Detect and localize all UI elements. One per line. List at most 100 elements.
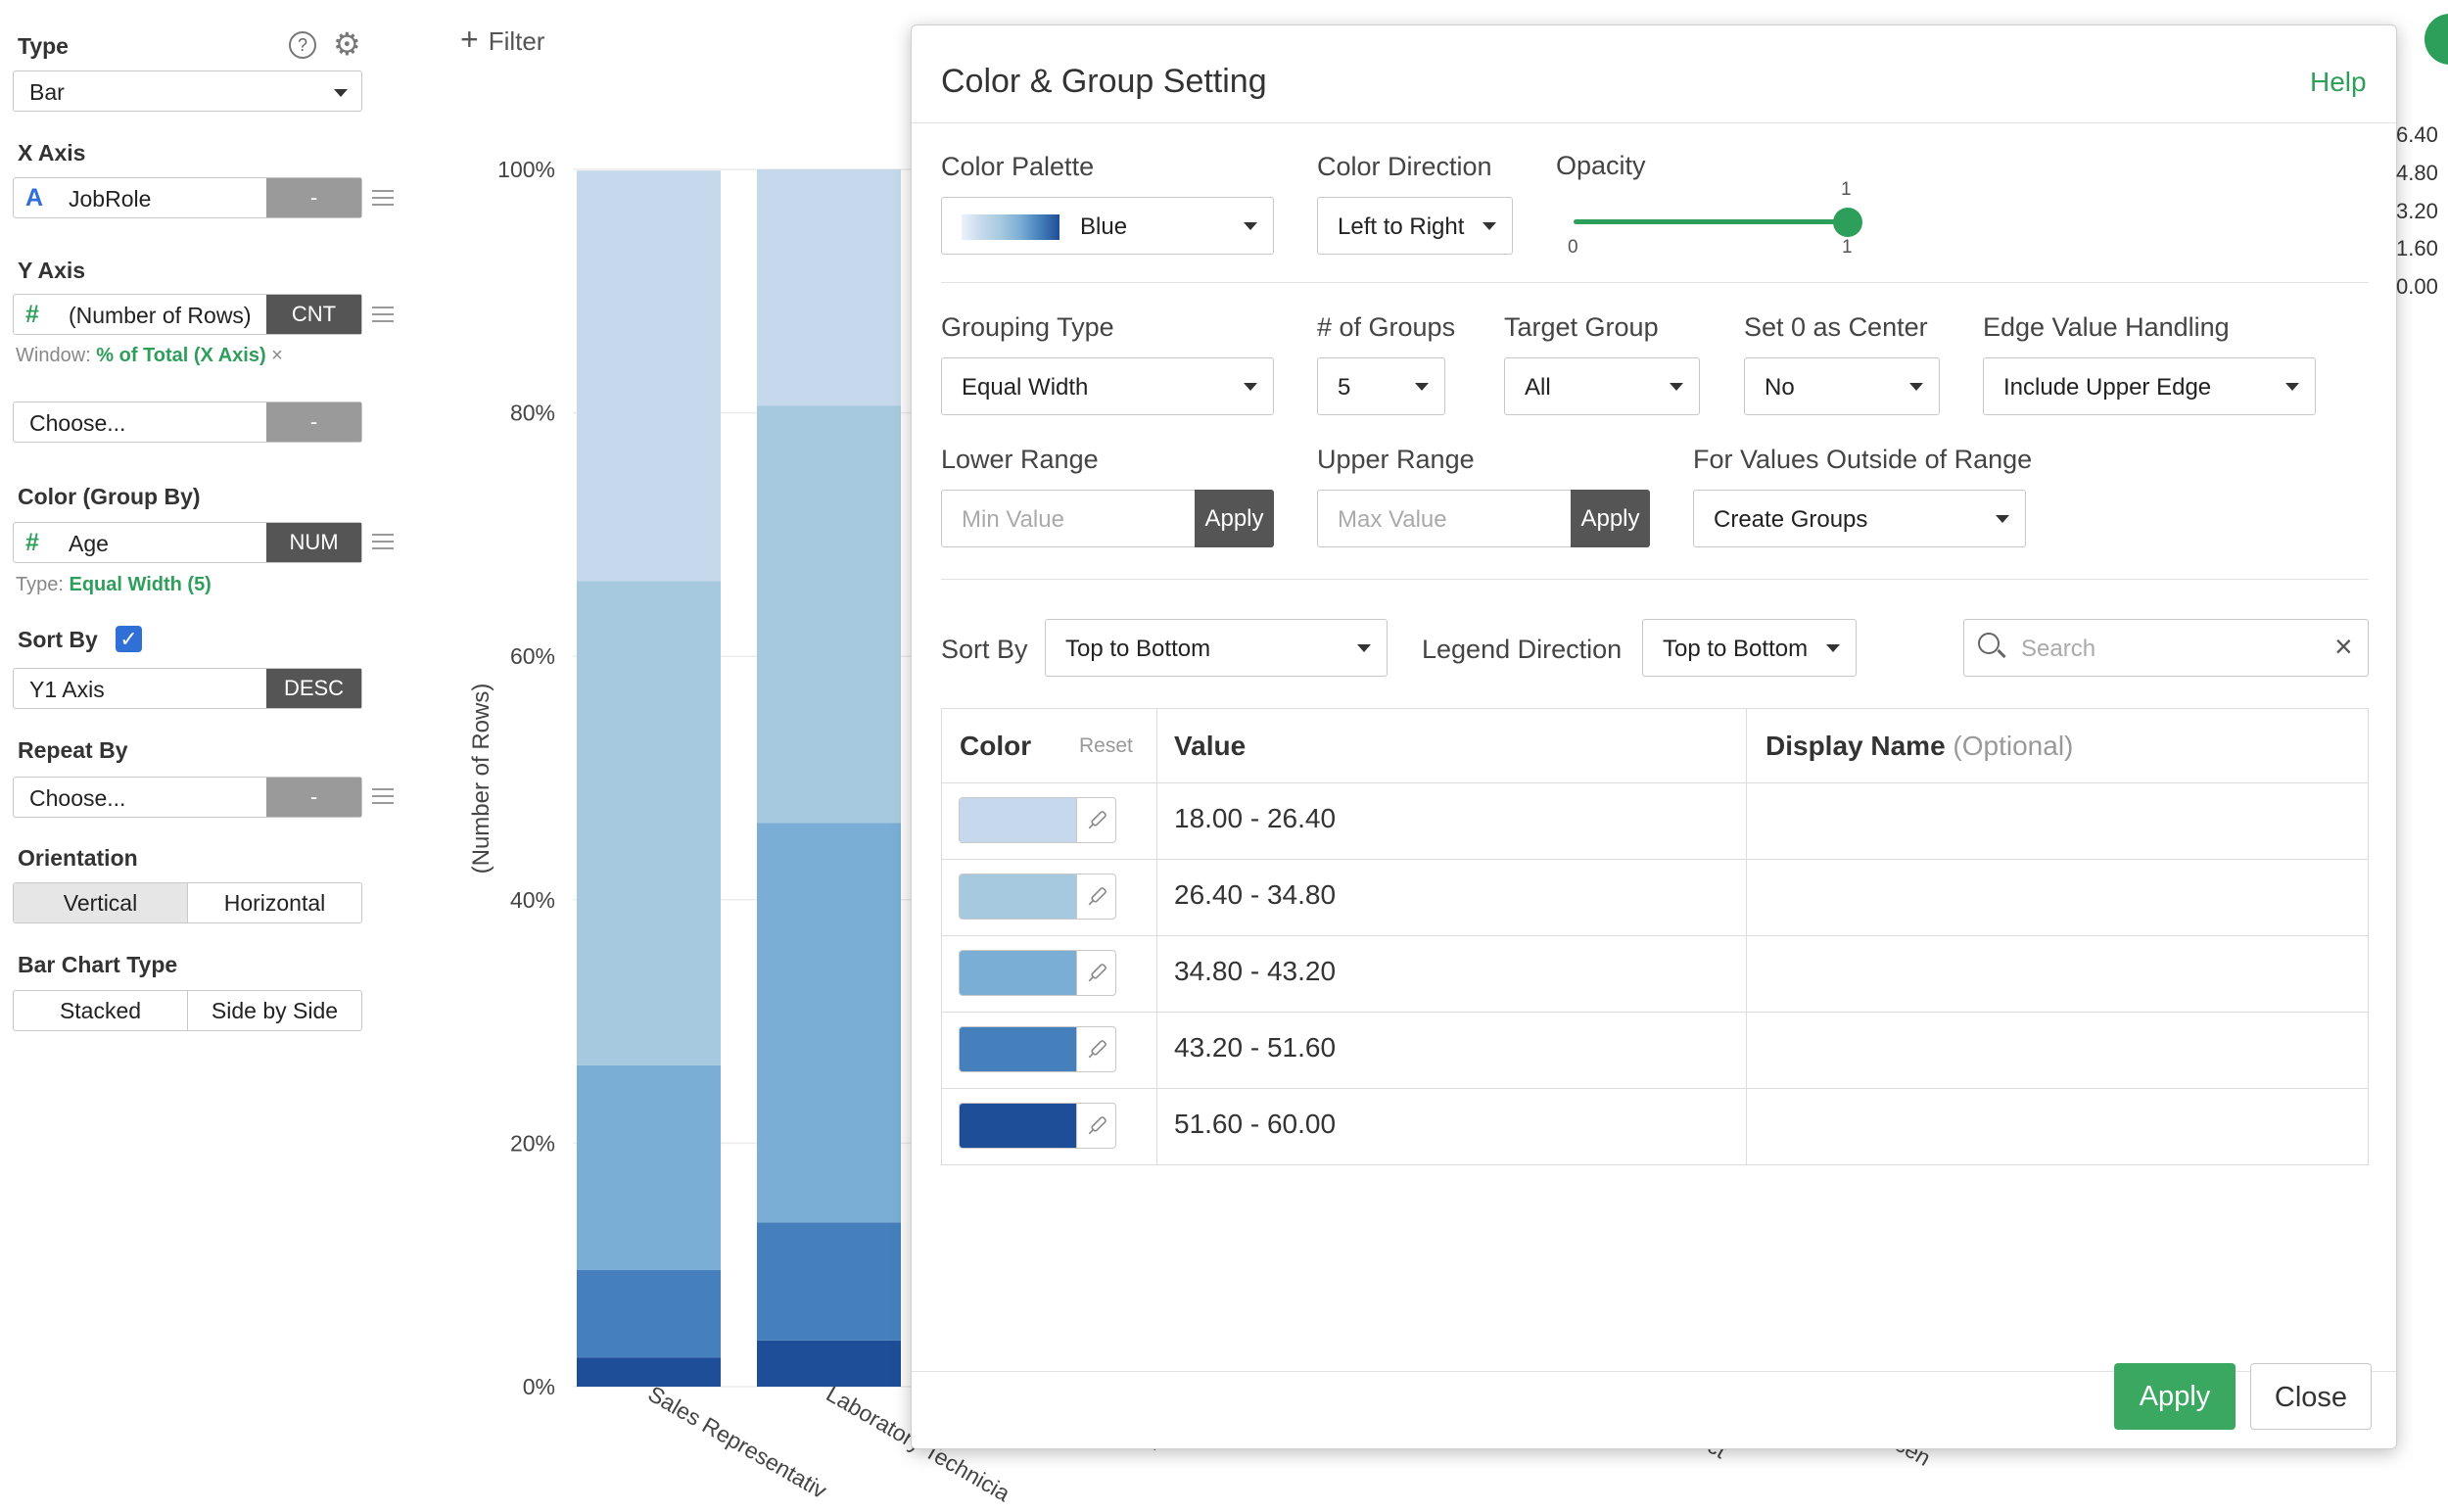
color-field[interactable]: # Age NUM (13, 522, 362, 563)
number-type-icon: # (25, 301, 39, 328)
group-range-value: 26.40 - 34.80 (1174, 879, 1337, 910)
opacity-slider-track[interactable] (1574, 219, 1846, 224)
right-axis-tick-label: 1.60 (2396, 236, 2438, 260)
bar-segment[interactable] (577, 170, 721, 582)
palette-gradient-preview (962, 214, 1059, 240)
bar-segment[interactable] (757, 1340, 901, 1387)
lower-range-input[interactable]: Min Value Apply (941, 490, 1274, 547)
color-grouping-type[interactable]: Type: Equal Width (5) (16, 574, 212, 595)
filter-button[interactable]: + Filter (460, 22, 545, 57)
y-axis-menu-icon[interactable] (372, 307, 394, 322)
bar-segment[interactable] (577, 581, 721, 1065)
outside-range-select[interactable]: Create Groups (1693, 490, 2026, 547)
x-axis-field[interactable]: A JobRole - (13, 177, 362, 218)
chevron-down-icon (1483, 222, 1496, 230)
right-axis-tick-label: 0.00 (2396, 274, 2438, 299)
chart-type-select[interactable]: Bar (13, 71, 362, 112)
right-axis-tick-label: 3.20 (2396, 199, 2438, 223)
close-icon[interactable]: × (271, 345, 283, 366)
num-groups-select[interactable]: 5 (1317, 357, 1445, 415)
opacity-slider-handle[interactable] (1833, 208, 1862, 237)
orientation-toggle: Vertical Horizontal (13, 882, 362, 923)
color-direction-select[interactable]: Left to Right (1317, 197, 1513, 255)
color-type-tag[interactable]: NUM (266, 523, 361, 562)
lower-range-apply-button[interactable]: Apply (1195, 490, 1274, 547)
orientation-vertical[interactable]: Vertical (14, 883, 187, 922)
x-axis-menu-icon[interactable] (372, 190, 394, 206)
sort-by-checkbox[interactable]: ✓ (116, 626, 142, 652)
bar-segment[interactable] (757, 823, 901, 1223)
chevron-down-icon (1244, 222, 1257, 230)
target-group-select[interactable]: All (1504, 357, 1700, 415)
sort-by-field[interactable]: Y1 Axis DESC (13, 668, 362, 709)
close-button[interactable]: Close (2250, 1363, 2372, 1430)
color-swatch[interactable] (959, 874, 1116, 920)
text-type-icon: A (25, 184, 44, 212)
color-palette-select[interactable]: Blue (941, 197, 1274, 255)
bar-type-stacked[interactable]: Stacked (59, 998, 142, 1023)
upper-range-apply-button[interactable]: Apply (1571, 490, 1650, 547)
bar-segment[interactable] (577, 1357, 721, 1387)
group-color-table: Color Reset Value Display Name (Optional… (941, 708, 2369, 1165)
table-row: 26.40 - 34.80 (942, 859, 2368, 935)
sort-by-select[interactable]: Top to Bottom (1045, 619, 1388, 677)
opacity-label: Opacity (1556, 151, 1646, 180)
bar-chart-type-label: Bar Chart Type (18, 952, 178, 977)
bar-segment[interactable] (757, 1222, 901, 1341)
orientation-horizontal[interactable]: Horizontal (187, 883, 361, 922)
right-axis-tick-label: 4.80 (2396, 161, 2438, 185)
color-swatch[interactable] (959, 950, 1116, 996)
legend-direction-select[interactable]: Top to Bottom (1642, 619, 1857, 677)
color-swatch[interactable] (959, 797, 1116, 843)
sort-by-label: Sort By (18, 627, 98, 652)
repeat-by-menu-icon[interactable] (372, 788, 394, 804)
eyedropper-icon[interactable] (1076, 1104, 1115, 1148)
bar-type-side-by-side[interactable]: Side by Side (187, 991, 361, 1030)
clear-search-icon[interactable]: × (2334, 629, 2353, 664)
table-row: 34.80 - 43.20 (942, 935, 2368, 1012)
header-divider (912, 122, 2396, 123)
search-icon (1978, 633, 2000, 654)
right-axis-tick-label: 6.40 (2396, 122, 2438, 147)
help-link[interactable]: Help (2310, 67, 2367, 97)
edge-handling-label: Edge Value Handling (1983, 312, 2230, 342)
y-tick-label: 40% (510, 887, 555, 913)
window-calculation[interactable]: Window: % of Total (X Axis) × (16, 345, 283, 366)
search-input[interactable]: Search × (1963, 619, 2369, 677)
x-axis-tag[interactable]: - (266, 178, 361, 217)
bar-segment[interactable] (757, 169, 901, 406)
value-column-header: Value (1174, 731, 1247, 761)
color-group-setting-dialog: Color & Group Setting Help Color Palette… (911, 24, 2397, 1449)
grouping-type-select[interactable]: Equal Width (941, 357, 1274, 415)
dialog-title: Color & Group Setting (941, 63, 1267, 100)
group-range-value: 18.00 - 26.40 (1174, 803, 1337, 833)
type-label: Type (18, 33, 69, 59)
apply-button[interactable]: Apply (2114, 1363, 2236, 1430)
edge-handling-select[interactable]: Include Upper Edge (1983, 357, 2316, 415)
sort-order-tag[interactable]: DESC (266, 669, 361, 708)
upper-range-input[interactable]: Max Value Apply (1317, 490, 1650, 547)
y-axis-aggregation-tag[interactable]: CNT (266, 295, 361, 334)
bar-segment[interactable] (577, 1064, 721, 1270)
help-icon[interactable]: ? (289, 31, 316, 59)
set-zero-center-select[interactable]: No (1744, 357, 1940, 415)
y2-axis-field[interactable]: Choose... - (13, 402, 362, 443)
color-swatch[interactable] (959, 1026, 1116, 1072)
reset-colors-link[interactable]: Reset (1079, 734, 1133, 757)
color-menu-icon[interactable] (372, 534, 394, 549)
eyedropper-icon[interactable] (1076, 951, 1115, 995)
gear-icon[interactable]: ⚙ (333, 26, 361, 62)
x-tick-label: Sales Representativ (644, 1381, 832, 1504)
bar-segment[interactable] (577, 1269, 721, 1358)
eyedropper-icon[interactable] (1076, 798, 1115, 842)
eyedropper-icon[interactable] (1076, 1027, 1115, 1071)
lower-range-label: Lower Range (941, 445, 1099, 474)
y-axis-field[interactable]: # (Number of Rows) CNT (13, 294, 362, 335)
chevron-down-icon (1244, 383, 1257, 391)
color-swatch[interactable] (959, 1103, 1116, 1149)
bar-segment[interactable] (757, 405, 901, 824)
sort-by-label: Sort By (941, 635, 1028, 664)
plus-icon: + (460, 22, 479, 57)
eyedropper-icon[interactable] (1076, 874, 1115, 919)
repeat-by-field[interactable]: Choose... - (13, 777, 362, 818)
